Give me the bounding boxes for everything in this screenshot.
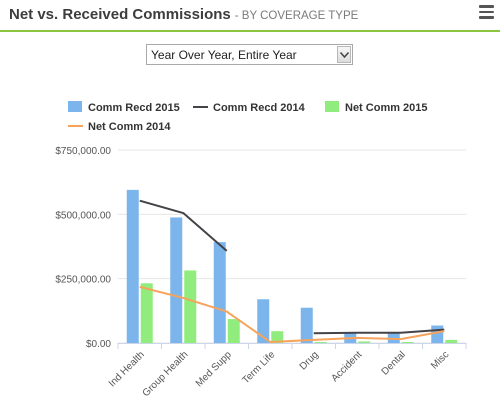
dropdown-arrow-icon[interactable] xyxy=(337,46,351,63)
chart-title-text: Net vs. Received Commissions xyxy=(9,6,231,23)
bar-net-comm-2015 xyxy=(314,341,327,343)
bar-net-comm-2015 xyxy=(445,339,458,343)
x-tick-label: Med Supp xyxy=(194,349,234,389)
line-comm-recd-2014 xyxy=(139,199,228,252)
bar-comm-recd-2015 xyxy=(300,307,313,343)
y-tick-label: $250,000.00 xyxy=(55,275,111,286)
bar-net-comm-2015 xyxy=(358,341,371,343)
legend-swatch-net-comm-2015 xyxy=(325,101,339,112)
bar-comm-recd-2015 xyxy=(257,299,270,343)
x-tick-label: Dental xyxy=(380,349,408,377)
legend-label-net-comm-2015: Net Comm 2015 xyxy=(345,102,428,114)
menu-bar xyxy=(479,5,494,8)
legend-label-comm-recd-2014: Comm Recd 2014 xyxy=(213,102,306,114)
menu-bar xyxy=(479,16,494,19)
bar-net-comm-2015 xyxy=(401,341,414,343)
bar-comm-recd-2015 xyxy=(387,332,400,343)
bar-net-comm-2015 xyxy=(271,331,284,343)
x-tick-label: Ind Health xyxy=(107,349,147,389)
x-tick-label: Drug xyxy=(298,349,321,372)
menu-bar xyxy=(479,10,494,13)
chart-subtitle: - BY COVERAGE TYPE xyxy=(234,10,359,22)
bar-net-comm-2015 xyxy=(227,319,240,343)
bar-net-comm-2015 xyxy=(184,270,197,343)
period-select[interactable]: Year Over Year, Entire Year xyxy=(146,44,353,65)
bar-net-comm-2015 xyxy=(140,283,153,343)
y-tick-label: $500,000.00 xyxy=(55,210,111,221)
y-tick-label: $750,000.00 xyxy=(55,146,111,157)
legend-label-comm-recd-2015: Comm Recd 2015 xyxy=(88,102,180,114)
x-tick-label: Term Life xyxy=(241,349,278,386)
bar-comm-recd-2015 xyxy=(213,242,226,343)
chart-title: Net vs. Received Commissions - BY COVERAG… xyxy=(9,6,358,23)
x-tick-label: Misc xyxy=(429,349,451,371)
bar-comm-recd-2015 xyxy=(431,325,444,343)
bar-comm-recd-2015 xyxy=(126,189,139,343)
line-comm-recd-2014 xyxy=(313,328,445,335)
chart-header: Net vs. Received Commissions - BY COVERAG… xyxy=(0,0,500,32)
y-tick-label: $0.00 xyxy=(86,339,111,350)
hamburger-menu-icon[interactable] xyxy=(479,5,494,19)
legend-label-net-comm-2014: Net Comm 2014 xyxy=(88,121,171,133)
bar-comm-recd-2015 xyxy=(170,217,183,343)
legend-swatch-comm-recd-2015 xyxy=(68,101,82,112)
line-net-comm-2014 xyxy=(139,285,445,343)
period-select-value: Year Over Year, Entire Year xyxy=(151,48,297,62)
x-tick-label: Accident xyxy=(329,349,364,384)
x-tick-label: Group Health xyxy=(141,349,191,399)
